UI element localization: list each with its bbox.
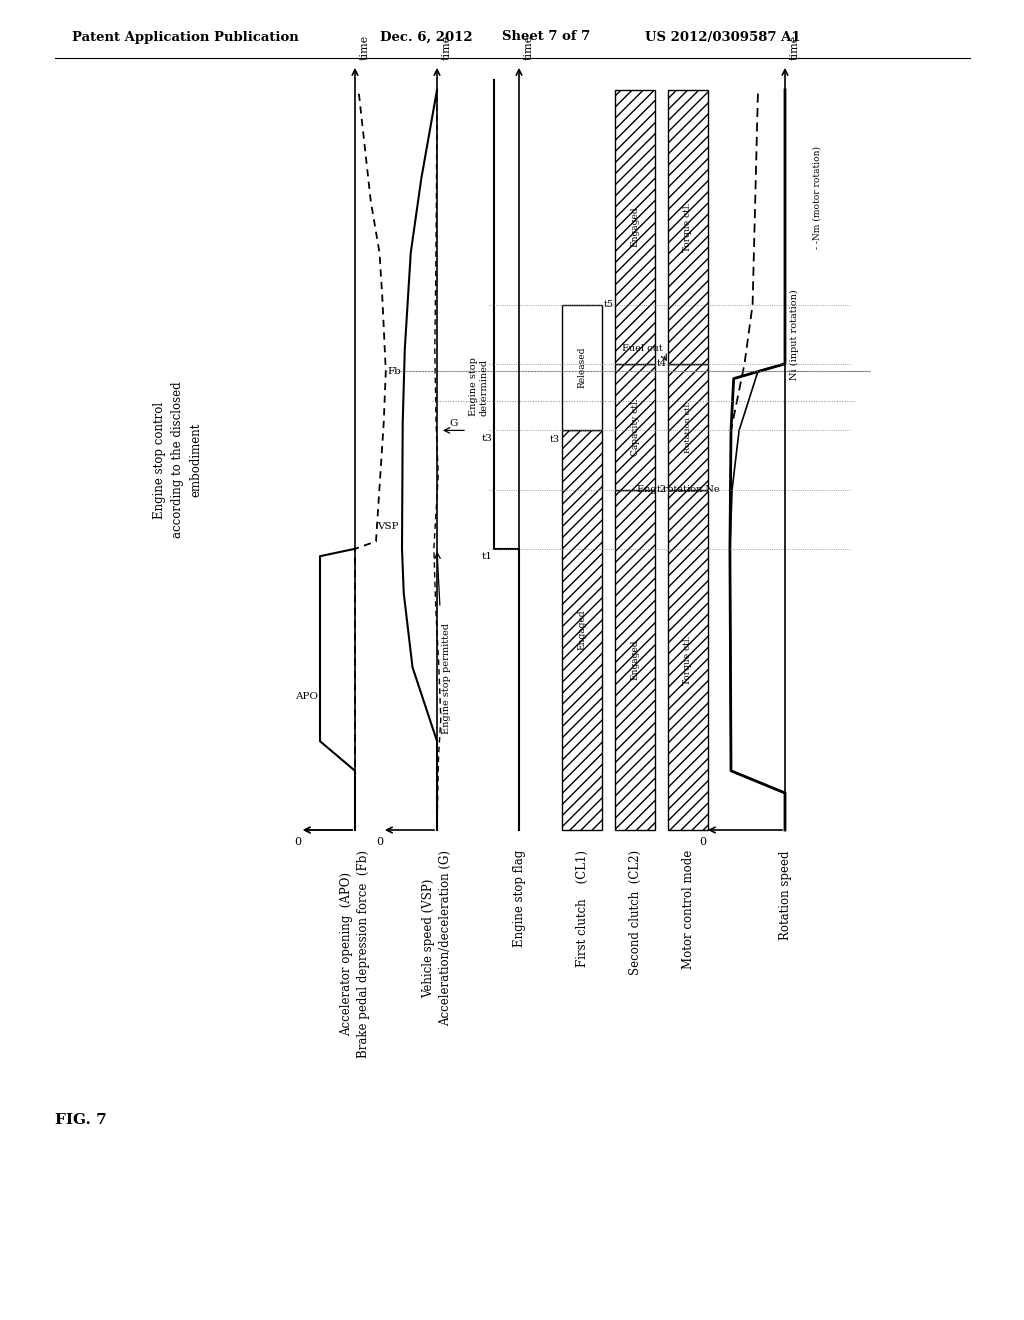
Bar: [668, 490, 708, 830]
Bar: [668, 364, 708, 490]
Text: time: time: [360, 34, 370, 59]
Bar: [668, 90, 708, 364]
Text: - -Nm (motor rotation): - -Nm (motor rotation): [813, 145, 822, 248]
Text: time: time: [524, 34, 534, 59]
Text: VSP: VSP: [378, 523, 399, 531]
Text: t1: t1: [482, 552, 493, 561]
Text: Engine stop flag: Engine stop flag: [512, 850, 525, 948]
Text: Engine stop control
according to the disclosed
embodiment: Engine stop control according to the dis…: [154, 381, 203, 539]
Bar: [615, 364, 655, 490]
Text: Fuel cut: Fuel cut: [623, 345, 663, 354]
Text: Dec. 6, 2012: Dec. 6, 2012: [380, 30, 473, 44]
Text: Engine stop
determined: Engine stop determined: [469, 356, 488, 416]
Text: time: time: [790, 34, 800, 59]
Text: Engaged: Engaged: [631, 207, 640, 247]
Text: Capacity ctl.: Capacity ctl.: [631, 397, 640, 455]
Text: APO: APO: [295, 692, 318, 701]
Text: Rotation speed: Rotation speed: [778, 850, 792, 940]
Text: Motor control mode: Motor control mode: [682, 850, 694, 969]
Text: Sheet 7 of 7: Sheet 7 of 7: [502, 30, 590, 44]
Text: time: time: [442, 34, 452, 59]
Text: Torque ctl.: Torque ctl.: [683, 202, 692, 252]
Text: Released: Released: [578, 347, 587, 388]
Text: t2: t2: [657, 484, 667, 494]
Text: Engine stop permitted: Engine stop permitted: [442, 623, 451, 734]
Text: US 2012/0309587 A1: US 2012/0309587 A1: [645, 30, 801, 44]
Text: G: G: [450, 418, 458, 428]
Text: t3: t3: [550, 436, 560, 445]
Text: 0: 0: [377, 837, 384, 847]
Text: Engaged: Engaged: [631, 640, 640, 680]
Text: t5: t5: [604, 300, 614, 309]
Text: Eng. rotation Ne: Eng. rotation Ne: [637, 484, 720, 494]
Bar: [562, 430, 602, 830]
Bar: [615, 490, 655, 830]
Text: t3: t3: [482, 434, 493, 444]
Text: 0: 0: [295, 837, 301, 847]
Text: Second clutch  (CL2): Second clutch (CL2): [629, 850, 641, 975]
Text: Vehicle speed (VSP)
Acceleration/deceleration (G): Vehicle speed (VSP) Acceleration/deceler…: [422, 850, 452, 1026]
Bar: [562, 305, 602, 430]
Text: t4: t4: [657, 359, 667, 368]
Text: Accelerator opening  (APO)
Brake pedal depression force  (Fb): Accelerator opening (APO) Brake pedal de…: [340, 850, 370, 1059]
Text: Engaged: Engaged: [578, 610, 587, 651]
Text: Rotation ctl.: Rotation ctl.: [684, 401, 692, 453]
Text: Ni (input rotation): Ni (input rotation): [790, 289, 799, 380]
Text: 0: 0: [699, 837, 707, 847]
Bar: [615, 90, 655, 364]
Text: Fb: Fb: [388, 367, 401, 376]
Text: FIG. 7: FIG. 7: [55, 1113, 106, 1127]
Text: Torque ctl.: Torque ctl.: [683, 635, 692, 685]
Text: First clutch    (CL1): First clutch (CL1): [575, 850, 589, 968]
Text: Patent Application Publication: Patent Application Publication: [72, 30, 299, 44]
